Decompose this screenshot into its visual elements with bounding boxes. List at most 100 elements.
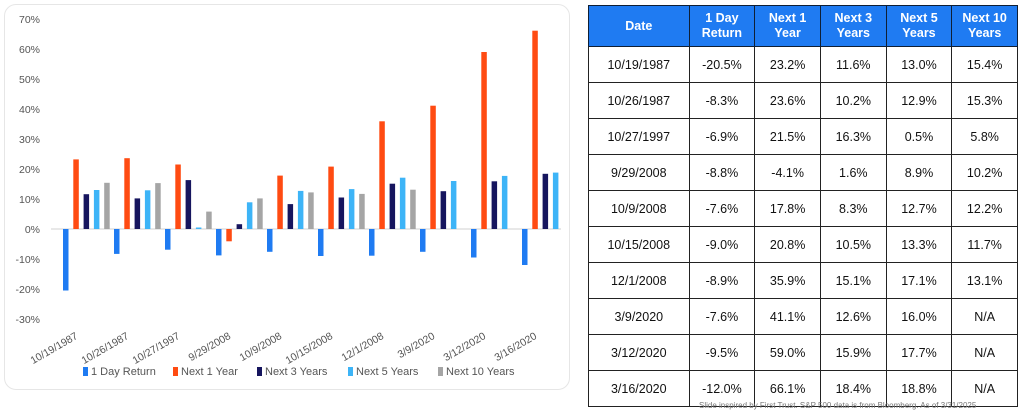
table-cell-value: 20.8% xyxy=(754,226,821,263)
table-cell-date: 10/27/1997 xyxy=(588,118,690,155)
y-tick-label: -10% xyxy=(15,254,40,266)
table-cell-value: -6.9% xyxy=(688,118,756,155)
table-cell-value: 35.9% xyxy=(754,262,821,299)
bar-next-3-years xyxy=(389,183,396,229)
table-cell-value: 59.0% xyxy=(754,334,821,371)
bar-next-1-year xyxy=(73,159,79,229)
header-next-1-year: Next 1 Year xyxy=(754,5,821,47)
table-cell-value: -8.9% xyxy=(688,262,756,299)
table-cell-date: 10/19/1987 xyxy=(588,46,690,83)
legend-label: Next 1 Year xyxy=(181,366,238,378)
bar-next-5-years xyxy=(399,177,406,229)
x-tick-label: 10/26/1987 xyxy=(79,330,131,367)
y-tick-label: 30% xyxy=(19,134,40,146)
table-cell-value: 10.2% xyxy=(819,82,887,119)
bar-next-10-years xyxy=(257,198,263,229)
bar-next-10-years xyxy=(104,182,110,229)
table-cell-value: 10.5% xyxy=(819,226,887,263)
bar-next-5-years xyxy=(93,190,100,229)
table-row: 10/19/1987 -20.5% 23.2% 11.6% 13.0% 15.4% xyxy=(588,46,1018,83)
table-cell-value: 13.0% xyxy=(885,46,953,83)
bar-1-day-return xyxy=(471,229,477,258)
bar-next-3-years xyxy=(236,224,243,229)
table-cell-value: 15.1% xyxy=(819,262,887,299)
bar-1-day-return xyxy=(216,229,222,256)
y-tick-label: 40% xyxy=(19,104,40,116)
legend-label: Next 5 Years xyxy=(356,366,419,378)
bar-next-3-years xyxy=(83,194,90,229)
legend-label: 1 Day Return xyxy=(91,366,156,378)
table-cell-value: 13.3% xyxy=(885,226,953,263)
table-cell-value: -9.5% xyxy=(688,334,756,371)
y-tick-label: -30% xyxy=(15,314,40,326)
legend-swatch xyxy=(257,367,262,376)
bar-next-5-years xyxy=(144,190,151,229)
header-next-3-years: Next 3 Years xyxy=(819,5,887,47)
y-tick-label: 0% xyxy=(25,224,40,236)
table-row: 3/12/2020 -9.5% 59.0% 15.9% 17.7% N/A xyxy=(588,334,1018,371)
x-tick-label: 10/15/2008 xyxy=(283,330,335,367)
table-cell-value: 11.7% xyxy=(951,226,1018,263)
legend-swatch xyxy=(173,367,178,376)
table-cell-value: -9.0% xyxy=(688,226,756,263)
bar-next-3-years xyxy=(134,198,141,229)
bar-1-day-return xyxy=(522,229,528,265)
legend-label: Next 10 Years xyxy=(446,366,515,378)
table-cell-value: 8.9% xyxy=(885,154,953,191)
legend-swatch xyxy=(438,367,443,376)
bar-next-3-years xyxy=(491,181,498,229)
table-cell-value: 41.1% xyxy=(754,298,821,335)
legend-swatch xyxy=(83,367,88,376)
table-cell-date: 3/12/2020 xyxy=(588,334,690,371)
header-date: Date xyxy=(588,5,690,47)
bar-next-5-years xyxy=(552,172,559,229)
table-row: 10/26/1987 -8.3% 23.6% 10.2% 12.9% 15.3% xyxy=(588,82,1018,119)
bar-next-3-years xyxy=(542,173,549,229)
bar-next-10-years xyxy=(206,211,212,229)
x-tick-label: 3/12/2020 xyxy=(442,330,489,364)
table-cell-date: 10/26/1987 xyxy=(588,82,690,119)
table-cell-value: 12.6% xyxy=(819,298,887,335)
table-cell-value: 5.8% xyxy=(951,118,1018,155)
table-cell-value: N/A xyxy=(951,370,1018,407)
table-cell-value: N/A xyxy=(951,298,1018,335)
header-next-10-years: Next 10 Years xyxy=(951,5,1018,47)
bar-next-1-year xyxy=(175,164,181,229)
returns-table: Date 1 Day Return Next 1 Year Next 3 Yea… xyxy=(588,5,1018,407)
table-cell-value: -20.5% xyxy=(688,46,756,83)
x-tick-label: 10/19/1987 xyxy=(28,330,80,367)
table-row: 3/9/2020 -7.6% 41.1% 12.6% 16.0% N/A xyxy=(588,298,1018,335)
y-tick-label: 10% xyxy=(19,194,40,206)
header-1-day-return: 1 Day Return xyxy=(688,5,756,47)
bar-next-1-year xyxy=(481,52,487,229)
bar-next-1-year xyxy=(532,30,538,230)
table-cell-value: 17.1% xyxy=(885,262,953,299)
table-cell-value: 15.9% xyxy=(819,334,887,371)
bar-chart: 70% 60% 50% 40% 30% 20% 10% 0% -10% -20% -30% 10/19… xyxy=(15,14,561,378)
x-tick-label: 12/1/2008 xyxy=(340,330,387,364)
table-cell-value: 0.5% xyxy=(885,118,953,155)
table-cell-value: 15.3% xyxy=(951,82,1018,119)
x-tick-label: 3/16/2020 xyxy=(493,330,540,364)
table-cell-date: 10/15/2008 xyxy=(588,226,690,263)
table-cell-value: 13.1% xyxy=(951,262,1018,299)
bar-next-5-years xyxy=(297,190,304,229)
table-cell-value: 1.6% xyxy=(819,154,887,191)
x-tick-label: 9/29/2008 xyxy=(187,330,234,364)
bar-1-day-return xyxy=(267,229,273,252)
table-cell-date: 12/1/2008 xyxy=(588,262,690,299)
table-row: 10/15/2008 -9.0% 20.8% 10.5% 13.3% 11.7% xyxy=(588,226,1018,263)
x-tick-label: 3/9/2020 xyxy=(396,330,438,361)
bar-next-5-years xyxy=(450,181,457,229)
bar-next-1-year xyxy=(124,158,130,229)
bar-next-10-years xyxy=(410,189,416,229)
chart-card: 70% 60% 50% 40% 30% 20% 10% 0% -10% -20% -30% 10/19… xyxy=(4,4,570,390)
bar-next-10-years xyxy=(359,193,365,229)
y-tick-label: 60% xyxy=(19,44,40,56)
bar-next-1-year xyxy=(379,121,385,229)
bar-next-5-years xyxy=(348,189,355,229)
header-next-5-years: Next 5 Years xyxy=(885,5,953,47)
bar-next-5-years xyxy=(195,227,202,229)
bar-next-1-year xyxy=(277,175,283,229)
table-cell-value: 12.9% xyxy=(885,82,953,119)
